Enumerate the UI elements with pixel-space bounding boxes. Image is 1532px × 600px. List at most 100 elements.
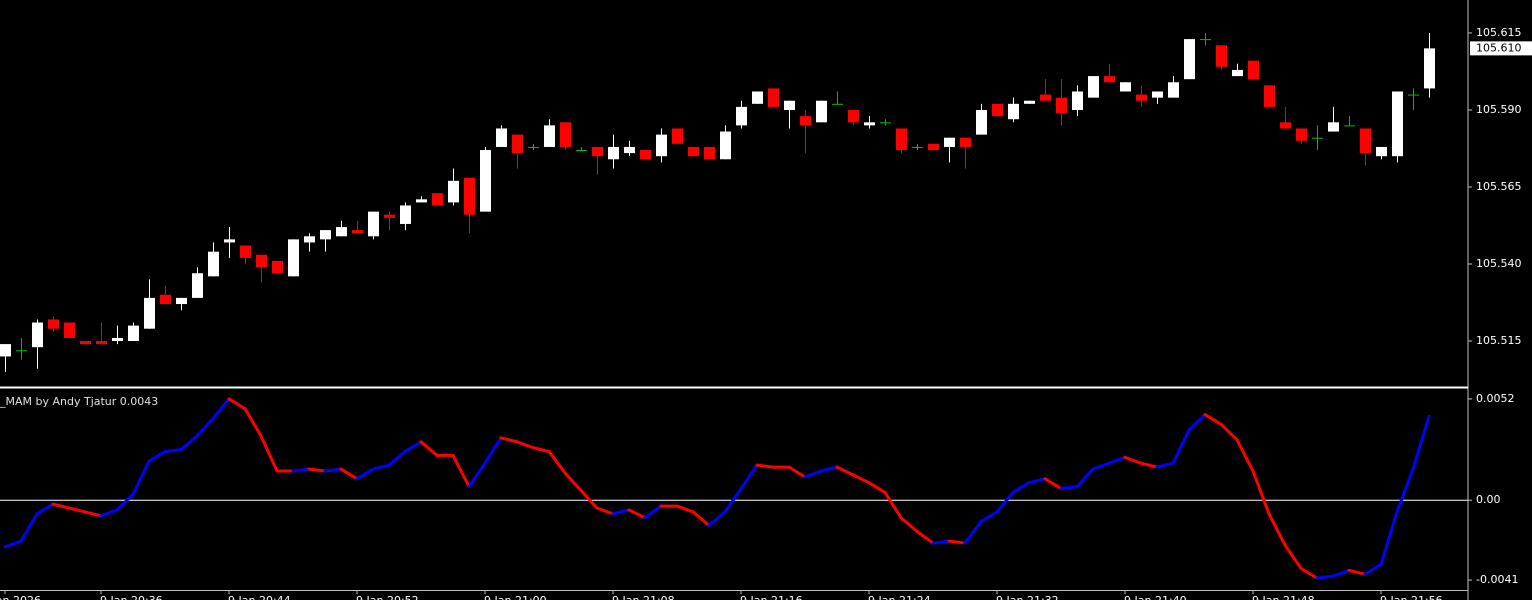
indicator-segment	[675, 504, 695, 514]
indicator-segment	[1315, 574, 1335, 580]
candle-body	[1376, 146, 1387, 157]
indicator-segment	[723, 487, 743, 514]
indicator-segment	[35, 502, 55, 516]
candle-body	[848, 109, 859, 123]
indicator-segment	[755, 463, 775, 469]
candle-body	[1280, 122, 1291, 129]
candle-body	[880, 122, 891, 124]
candle-body	[416, 199, 427, 203]
indicator-segment	[691, 510, 711, 528]
candle-body	[1344, 125, 1355, 127]
x-tick-label: 9 Jan 21:48	[1252, 594, 1315, 600]
indicator-segment	[1283, 543, 1303, 570]
candle-body	[48, 319, 59, 329]
indicator-segment	[323, 467, 343, 473]
candle-body	[1136, 94, 1147, 101]
candle-body	[768, 88, 779, 107]
indicator-segment	[1091, 461, 1111, 471]
candle-body	[448, 180, 459, 203]
candle-body	[720, 131, 731, 160]
indicator-segment	[531, 446, 551, 454]
indicator-segment	[339, 467, 359, 481]
indicator-segment	[867, 481, 887, 494]
indicator-segment	[1379, 510, 1399, 566]
indicator-segment	[643, 504, 663, 520]
candle-body	[144, 297, 155, 329]
indicator-segment	[227, 397, 247, 411]
indicator-segment	[611, 508, 631, 516]
indicator-segment	[179, 434, 199, 452]
indicator-segment	[1299, 566, 1319, 580]
indicator-segment	[883, 490, 903, 520]
candle-body	[1072, 91, 1083, 110]
indicator-segment	[627, 508, 647, 520]
candle-body	[480, 150, 491, 212]
indicator-segment	[851, 473, 871, 485]
candle-body	[0, 344, 11, 357]
candle-body	[320, 230, 331, 240]
indicator-segment	[1171, 428, 1191, 465]
candle-body	[288, 239, 299, 277]
indicator-segment	[163, 448, 183, 454]
candle-body	[1392, 91, 1403, 157]
candle-body	[704, 146, 715, 160]
indicator-segment	[803, 469, 823, 479]
indicator-segment	[835, 465, 855, 477]
indicator-segment	[1411, 414, 1431, 471]
indicator-segment	[19, 512, 39, 543]
candle-body	[208, 251, 219, 277]
y-tick-label: -0.0041	[1476, 573, 1518, 586]
candle-body	[64, 322, 75, 338]
candle-body	[1424, 48, 1435, 89]
candle-body	[128, 325, 139, 342]
candle-body	[544, 125, 555, 147]
indicator-segment	[899, 516, 919, 533]
indicator-segment	[419, 440, 439, 457]
candle-body	[944, 137, 955, 147]
indicator-segment	[707, 510, 727, 528]
candle-body	[1360, 128, 1371, 154]
indicator-segment	[259, 434, 279, 473]
candle-body	[1248, 60, 1259, 80]
last-price-label: 105.610	[1476, 41, 1522, 54]
candle-body	[688, 146, 699, 157]
candle-body	[1264, 85, 1275, 107]
indicator-segment	[115, 492, 135, 512]
candle-body	[1104, 76, 1115, 83]
candle-body	[992, 103, 1003, 117]
candle-body	[784, 100, 795, 110]
indicator-segment	[371, 463, 391, 471]
candle-body	[576, 150, 587, 152]
candle-body	[656, 134, 667, 157]
candle-body	[432, 193, 443, 206]
indicator-segment	[1139, 461, 1159, 469]
candle-body	[224, 239, 235, 243]
indicator-segment	[147, 450, 167, 463]
candle-body	[176, 297, 187, 305]
indicator-segment	[1267, 512, 1287, 547]
candle-body	[32, 322, 43, 348]
candle-body	[272, 260, 283, 274]
indicator-segment	[499, 436, 519, 444]
indicator-title: _MAM by Andy Tjatur 0.0043	[0, 395, 158, 408]
candle-body	[1120, 82, 1131, 92]
x-tick-label: 9 Jan 21:24	[868, 594, 931, 600]
x-tick-label: 9 Jan 21:32	[996, 594, 1059, 600]
candle-body	[1008, 103, 1019, 120]
candle-body	[976, 109, 987, 135]
candle-body	[512, 134, 523, 154]
indicator-segment	[51, 502, 71, 510]
candle-body	[112, 337, 123, 342]
y-tick-label: 0.00	[1476, 493, 1501, 506]
indicator-segment	[931, 539, 951, 545]
y-tick-label: 105.590	[1476, 103, 1522, 116]
candle-body	[928, 143, 939, 151]
x-tick-label: 9 Jan 21:56	[1380, 594, 1443, 600]
indicator-segment	[3, 539, 23, 549]
candle-body	[560, 122, 571, 147]
last-price-box	[1470, 41, 1532, 56]
candle-body	[1216, 45, 1227, 67]
indicator-segment	[451, 453, 471, 489]
indicator-segment	[1059, 485, 1079, 491]
candle-body	[304, 236, 315, 243]
